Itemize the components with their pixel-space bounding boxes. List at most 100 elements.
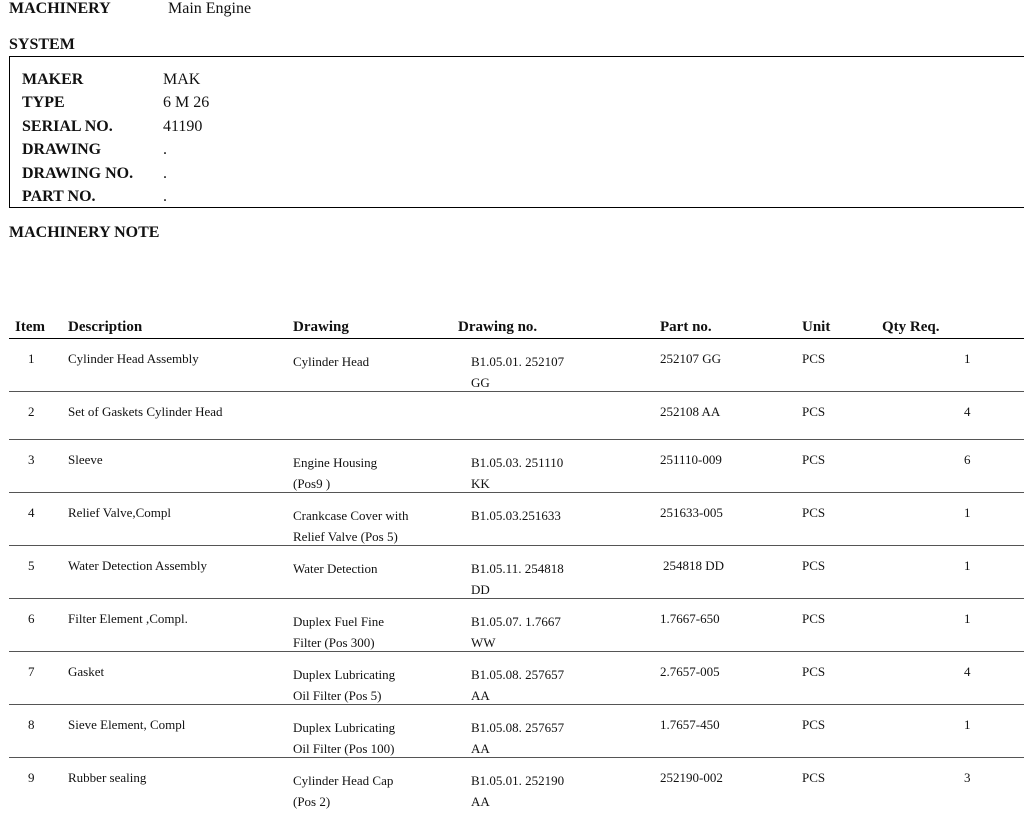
- cell-qty: 1: [964, 505, 971, 520]
- cell-unit: PCS: [802, 664, 826, 679]
- cell-description: Sleeve: [68, 452, 103, 467]
- cell-drawing-line: Water Detection: [293, 561, 378, 576]
- spec-key: DRAWING NO.: [22, 165, 134, 182]
- cell-description: Sieve Element, Compl: [68, 717, 186, 732]
- cell-qty: 4: [964, 664, 971, 679]
- cell-qty: 6: [964, 452, 971, 467]
- system-label: SYSTEM: [9, 36, 75, 53]
- cell-part-no: 251633-005: [660, 505, 723, 520]
- cell-unit: PCS: [802, 452, 826, 467]
- table-row: 2 Set of Gaskets Cylinder Head 252108 AA PC…: [9, 392, 1024, 440]
- cell-part-no: 252107 GG: [660, 351, 722, 366]
- row-divider: [9, 391, 1024, 392]
- cell-unit: PCS: [802, 558, 826, 573]
- cell-item: 9: [28, 770, 35, 785]
- cell-drawing-no-line: WW: [471, 635, 496, 650]
- spec-row-serial: SERIAL NO. 41190: [22, 116, 202, 138]
- spec-value: MAK: [163, 71, 201, 88]
- cell-part-no: 252190-002: [660, 770, 723, 785]
- spec-value: .: [163, 188, 167, 205]
- cell-drawing-line: Engine Housing: [293, 455, 378, 470]
- cell-unit: PCS: [802, 611, 826, 626]
- cell-drawing-line: Oil Filter (Pos 100): [293, 741, 395, 756]
- cell-drawing-no-line: B1.05.11. 254818: [471, 561, 564, 576]
- cell-drawing-line: Duplex Lubricating: [293, 720, 396, 735]
- cell-qty: 1: [964, 717, 971, 732]
- cell-qty: 3: [964, 770, 971, 785]
- system-header: SYSTEM: [9, 36, 75, 54]
- cell-drawing-line: Cylinder Head: [293, 354, 370, 369]
- table-row: 5 Water Detection Assembly Water Detection…: [9, 546, 1024, 599]
- machinery-note-label: MACHINERY NOTE: [9, 224, 160, 241]
- cell-drawing-line: Duplex Fuel Fine: [293, 614, 384, 629]
- row-divider: [9, 545, 1024, 546]
- col-header-drawing: Drawing: [293, 319, 349, 335]
- machinery-header: MACHINERY Main Engine: [9, 0, 251, 18]
- cell-drawing-no-line: B1.05.01. 252107: [471, 354, 565, 369]
- cell-item: 8: [28, 717, 35, 732]
- cell-drawing-line: (Pos 2): [293, 794, 331, 809]
- cell-drawing-no-line: B1.05.01. 252190: [471, 773, 565, 788]
- col-header-part-no: Part no.: [660, 319, 712, 335]
- cell-qty: 1: [964, 558, 971, 573]
- machinery-value: Main Engine: [168, 0, 252, 17]
- row-divider: [9, 757, 1024, 758]
- cell-drawing-line: Duplex Lubricating: [293, 667, 396, 682]
- spec-row-type: TYPE 6 M 26: [22, 92, 209, 114]
- row-divider: [9, 704, 1024, 705]
- row-divider: [9, 439, 1024, 440]
- cell-unit: PCS: [802, 505, 826, 520]
- cell-drawing-line: Crankcase Cover with: [293, 508, 409, 523]
- cell-drawing-no-line: B1.05.07. 1.7667: [471, 614, 561, 629]
- cell-drawing-no-line: B1.05.03.251633: [471, 508, 561, 523]
- cell-description: Gasket: [68, 664, 105, 679]
- spec-key: DRAWING: [22, 141, 102, 158]
- cell-item: 1: [28, 351, 35, 366]
- cell-drawing-no-line: AA: [471, 688, 490, 703]
- cell-qty: 1: [964, 611, 971, 626]
- cell-description: Water Detection Assembly: [68, 558, 208, 573]
- cell-part-no: 252108 AA: [660, 404, 721, 419]
- cell-qty: 4: [964, 404, 971, 419]
- cell-drawing-no-line: GG: [471, 375, 490, 390]
- cell-drawing-line: Filter (Pos 300): [293, 635, 375, 650]
- col-header-qty: Qty Req.: [882, 319, 940, 335]
- cell-part-no: 251110-009: [660, 452, 722, 467]
- col-header-unit: Unit: [802, 319, 831, 335]
- cell-part-no: 1.7667-650: [660, 611, 720, 626]
- spec-key: MAKER: [22, 71, 84, 88]
- cell-drawing-no-line: KK: [471, 476, 490, 491]
- cell-item: 3: [28, 452, 35, 467]
- spec-value: .: [163, 165, 167, 182]
- cell-part-no: 254818 DD: [663, 558, 725, 573]
- cell-item: 5: [28, 558, 35, 573]
- cell-description: Cylinder Head Assembly: [68, 351, 199, 366]
- row-divider: [9, 651, 1024, 652]
- cell-description: Relief Valve,Compl: [68, 505, 172, 520]
- col-header-drawing-no: Drawing no.: [458, 319, 538, 335]
- spec-value: 6 M 26: [163, 94, 210, 111]
- table-row: 1 Cylinder Head Assembly Cylinder Head B1.0…: [9, 339, 1024, 392]
- table-row: 6 Filter Element ,Compl. Duplex Fuel Fine F…: [9, 599, 1024, 652]
- table-row: 7 Gasket Duplex Lubricating Oil Filter (Pos…: [9, 652, 1024, 705]
- spec-key: SERIAL NO.: [22, 118, 113, 135]
- cell-unit: PCS: [802, 351, 826, 366]
- header-divider: [9, 338, 1024, 339]
- spec-row-part-no: PART NO..: [22, 186, 167, 208]
- spec-row-maker: MAKER MAK: [22, 69, 200, 91]
- cell-drawing-no-line: DD: [471, 582, 490, 597]
- cell-drawing-no-line: AA: [471, 741, 490, 756]
- cell-description: Filter Element ,Compl.: [68, 611, 188, 626]
- row-divider: [9, 598, 1024, 599]
- col-header-item: Item: [15, 319, 45, 335]
- machinery-label: MACHINERY: [9, 0, 111, 17]
- spec-value: 41190: [163, 118, 203, 135]
- cell-description: Rubber sealing: [68, 770, 147, 785]
- table-row: 8 Sieve Element, Compl Duplex Lubricating O…: [9, 705, 1024, 758]
- cell-drawing-line: Oil Filter (Pos 5): [293, 688, 382, 703]
- cell-drawing-line: Relief Valve (Pos 5): [293, 529, 398, 544]
- col-header-description: Description: [68, 319, 143, 335]
- cell-item: 7: [28, 664, 35, 679]
- cell-part-no: 1.7657-450: [660, 717, 720, 732]
- table-row: 4 Relief Valve,Compl Crankcase Cover with R…: [9, 493, 1024, 546]
